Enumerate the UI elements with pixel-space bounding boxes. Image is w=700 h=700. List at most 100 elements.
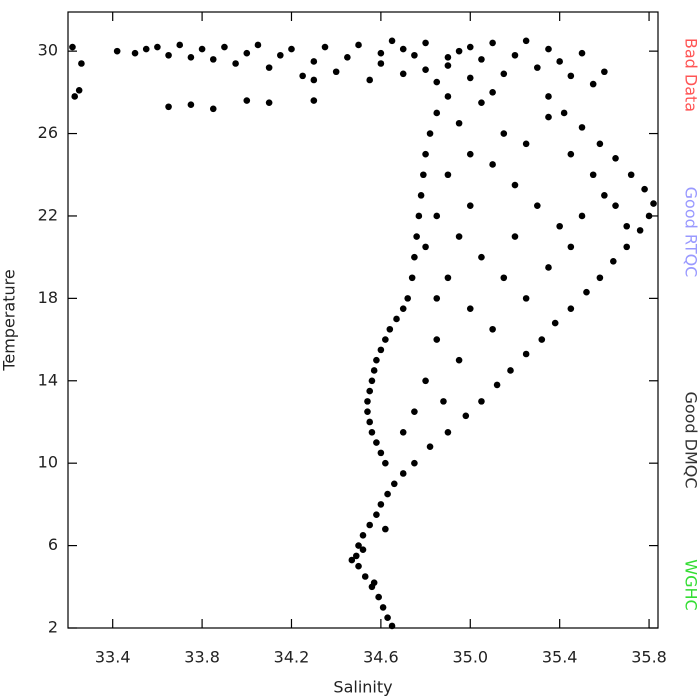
data-point	[422, 243, 429, 251]
data-point	[440, 398, 447, 405]
data-point	[366, 521, 374, 529]
data-point	[444, 93, 452, 100]
data-point	[507, 367, 514, 374]
data-point	[567, 150, 575, 158]
data-point	[359, 531, 367, 539]
data-point	[390, 480, 398, 488]
data-point	[466, 43, 474, 51]
data-point	[344, 54, 351, 61]
data-point	[384, 614, 391, 621]
data-point	[366, 387, 374, 395]
data-point	[415, 212, 423, 220]
data-point	[364, 408, 371, 415]
data-point	[411, 51, 418, 59]
y-tick-label: 26	[38, 123, 58, 142]
data-point	[623, 243, 631, 251]
data-point	[348, 556, 356, 564]
data-point	[382, 336, 389, 343]
data-point	[556, 222, 563, 230]
data-point	[69, 43, 76, 51]
data-point	[534, 202, 541, 209]
data-point	[417, 192, 425, 199]
plot-frame	[67, 11, 659, 629]
data-point	[545, 45, 552, 53]
data-point	[382, 525, 389, 533]
data-point	[426, 443, 434, 451]
data-point	[426, 130, 434, 137]
data-point	[422, 150, 429, 158]
data-point	[209, 105, 217, 113]
x-tick-label: 35.0	[452, 648, 488, 667]
data-point	[578, 212, 586, 220]
data-point	[411, 253, 418, 261]
y-tick-label: 2	[48, 618, 58, 637]
data-point	[399, 305, 407, 312]
data-point	[370, 579, 378, 586]
data-point	[370, 367, 378, 374]
side-label: Good RTQC	[682, 187, 700, 278]
data-point	[596, 140, 604, 148]
data-point	[288, 45, 295, 53]
data-point	[377, 346, 385, 354]
data-point	[142, 45, 150, 53]
data-point	[355, 562, 362, 570]
data-point	[113, 47, 121, 55]
y-tick-label: 22	[38, 205, 58, 224]
data-point	[399, 70, 407, 78]
data-point	[444, 62, 452, 69]
side-label: Good DMQC	[682, 391, 700, 488]
data-point	[462, 412, 470, 420]
data-point	[422, 66, 429, 73]
data-point	[265, 99, 273, 106]
data-point	[545, 93, 552, 100]
x-tick-label: 33.8	[184, 648, 220, 667]
data-point	[422, 377, 429, 385]
data-point	[545, 113, 552, 121]
data-point	[366, 76, 374, 84]
data-point	[165, 51, 172, 59]
data-point	[399, 470, 407, 477]
data-point	[382, 459, 389, 467]
data-point	[310, 58, 318, 65]
data-point	[551, 319, 559, 327]
x-tick-label: 34.2	[274, 648, 310, 667]
data-point	[650, 200, 657, 207]
data-point	[489, 89, 496, 96]
data-point	[377, 60, 385, 67]
data-point	[466, 74, 474, 82]
data-point	[636, 227, 644, 234]
data-point	[493, 381, 501, 389]
data-point	[368, 428, 376, 436]
x-axis-label: Salinity	[333, 678, 392, 697]
data-point	[433, 109, 441, 117]
data-point	[411, 408, 418, 415]
data-point	[433, 78, 441, 86]
data-point	[511, 233, 519, 240]
data-point	[265, 64, 273, 71]
data-point	[466, 202, 474, 209]
data-point	[478, 99, 485, 106]
data-point	[627, 171, 635, 179]
data-point	[254, 41, 262, 49]
data-point	[433, 295, 441, 302]
data-point	[645, 212, 653, 220]
data-point	[455, 233, 463, 240]
data-point	[612, 154, 619, 162]
data-point	[522, 140, 530, 148]
data-point	[131, 49, 139, 57]
data-point	[444, 274, 452, 282]
data-point	[422, 39, 429, 47]
data-point	[538, 336, 546, 343]
data-point	[399, 45, 407, 53]
data-point	[444, 54, 452, 61]
data-point	[165, 103, 172, 111]
data-point	[386, 325, 394, 333]
data-point	[384, 490, 391, 498]
data-point	[534, 64, 541, 71]
y-tick-label: 18	[38, 288, 58, 307]
data-point	[583, 288, 590, 296]
data-point	[589, 80, 597, 88]
data-point	[444, 171, 452, 179]
data-point	[522, 350, 530, 358]
data-point	[232, 60, 239, 67]
